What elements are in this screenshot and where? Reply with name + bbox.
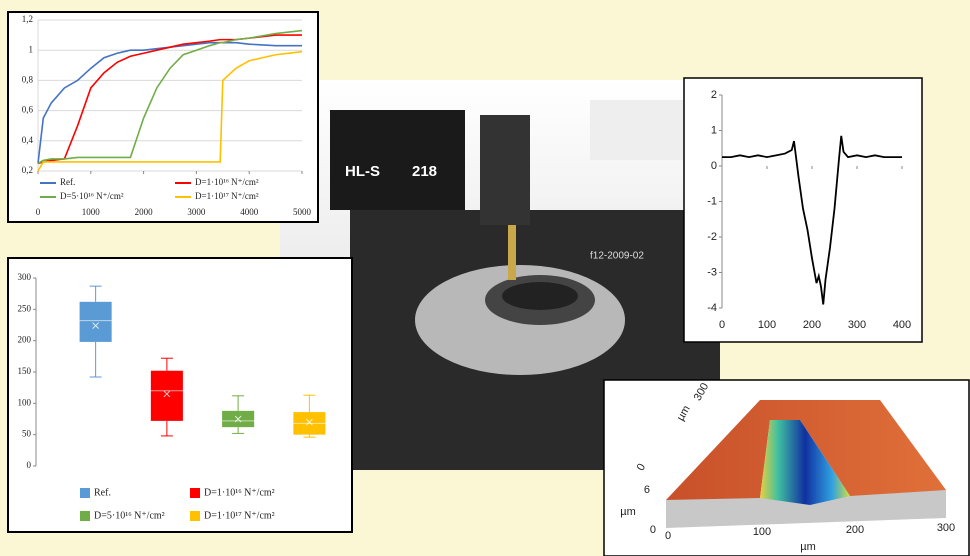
y-tick-label: 2 [711, 89, 717, 101]
figure: HL-S 218 f12-2009-02 µm 300 0 6 0 µm 0 1… [0, 0, 970, 556]
y-tick-label: 0 [711, 160, 717, 172]
paper-note [590, 100, 690, 160]
legend-label: D=5·10¹⁶ N⁺/cm² [94, 510, 165, 521]
x-tick-label: 5000 [293, 207, 312, 217]
x-tick-label: 100 [758, 319, 776, 331]
legend-label: Ref. [94, 487, 111, 498]
y-tick-label: -3 [707, 266, 717, 278]
x-tick-label: 0 [665, 530, 671, 542]
x-tick-label: 200 [803, 319, 821, 331]
legend-label: D=1·10¹⁶ N⁺/cm² [195, 177, 259, 187]
x-tick-label: 300 [848, 319, 866, 331]
y-tick-label: 300 [18, 272, 32, 282]
y-tick-label: -2 [707, 231, 717, 243]
y-tick-label: 0,8 [22, 74, 34, 84]
legend-label: D=1·10¹⁷ N⁺/cm² [204, 510, 275, 521]
y-tick-label: 1 [29, 44, 34, 54]
machine-block [330, 110, 465, 210]
z-tick-label: 0 [650, 524, 656, 536]
x-tick-label: 400 [893, 319, 911, 331]
z-tick-label: 6 [644, 484, 650, 496]
z-unit: µm [620, 506, 636, 518]
legend-label: D=1·10¹⁷ N⁺/cm² [195, 191, 259, 201]
legend-label: Ref. [60, 177, 75, 187]
legend-swatch [80, 511, 90, 521]
y-tick-label: 1,2 [22, 14, 33, 24]
photo-label: f12-2009-02 [590, 251, 644, 262]
y-tick-label: 200 [18, 335, 32, 345]
y-tick-label: -4 [707, 302, 717, 314]
y-tick-label: 50 [22, 429, 32, 439]
y-tick-label: -1 [707, 195, 717, 207]
legend-swatch [190, 488, 200, 498]
x-tick-label: 300 [937, 522, 955, 534]
box [151, 371, 183, 421]
x-tick-label: 3000 [187, 207, 206, 217]
x-unit: µm [800, 541, 816, 553]
legend-label: D=5·10¹⁶ N⁺/cm² [60, 191, 124, 201]
probe-arm [480, 115, 530, 225]
sample [502, 282, 578, 310]
y-tick-label: 0,6 [22, 105, 34, 115]
page: {"chart_data": [ {"type": "line", "x": [… [0, 0, 970, 556]
x-tick-label: 1000 [82, 207, 101, 217]
legend-swatch [190, 511, 200, 521]
box [80, 302, 112, 342]
x-tick-label: 0 [36, 207, 41, 217]
x-tick-label: 4000 [240, 207, 259, 217]
y-tick-label: 250 [18, 303, 32, 313]
chart-frame [8, 12, 318, 222]
x-tick-label: 200 [846, 524, 864, 536]
photo-label: HL-S [345, 163, 380, 180]
x-tick-label: 100 [753, 526, 771, 538]
y-tick-label: 100 [18, 397, 32, 407]
legend-label: D=1·10¹⁶ N⁺/cm² [204, 487, 275, 498]
legend-swatch [80, 488, 90, 498]
probe [508, 225, 516, 280]
y-tick-label: 150 [18, 366, 32, 376]
y-tick-label: 0,2 [22, 165, 33, 175]
photo-label: 218 [412, 163, 437, 180]
surface-image: µm 300 0 6 0 µm 0 100 200 300 µm [604, 380, 969, 556]
x-tick-label: 0 [719, 319, 725, 331]
y-tick-label: 0 [27, 460, 32, 470]
x-tick-label: 2000 [135, 207, 154, 217]
y-tick-label: 0,4 [22, 135, 34, 145]
y-tick-label: 1 [711, 124, 717, 136]
